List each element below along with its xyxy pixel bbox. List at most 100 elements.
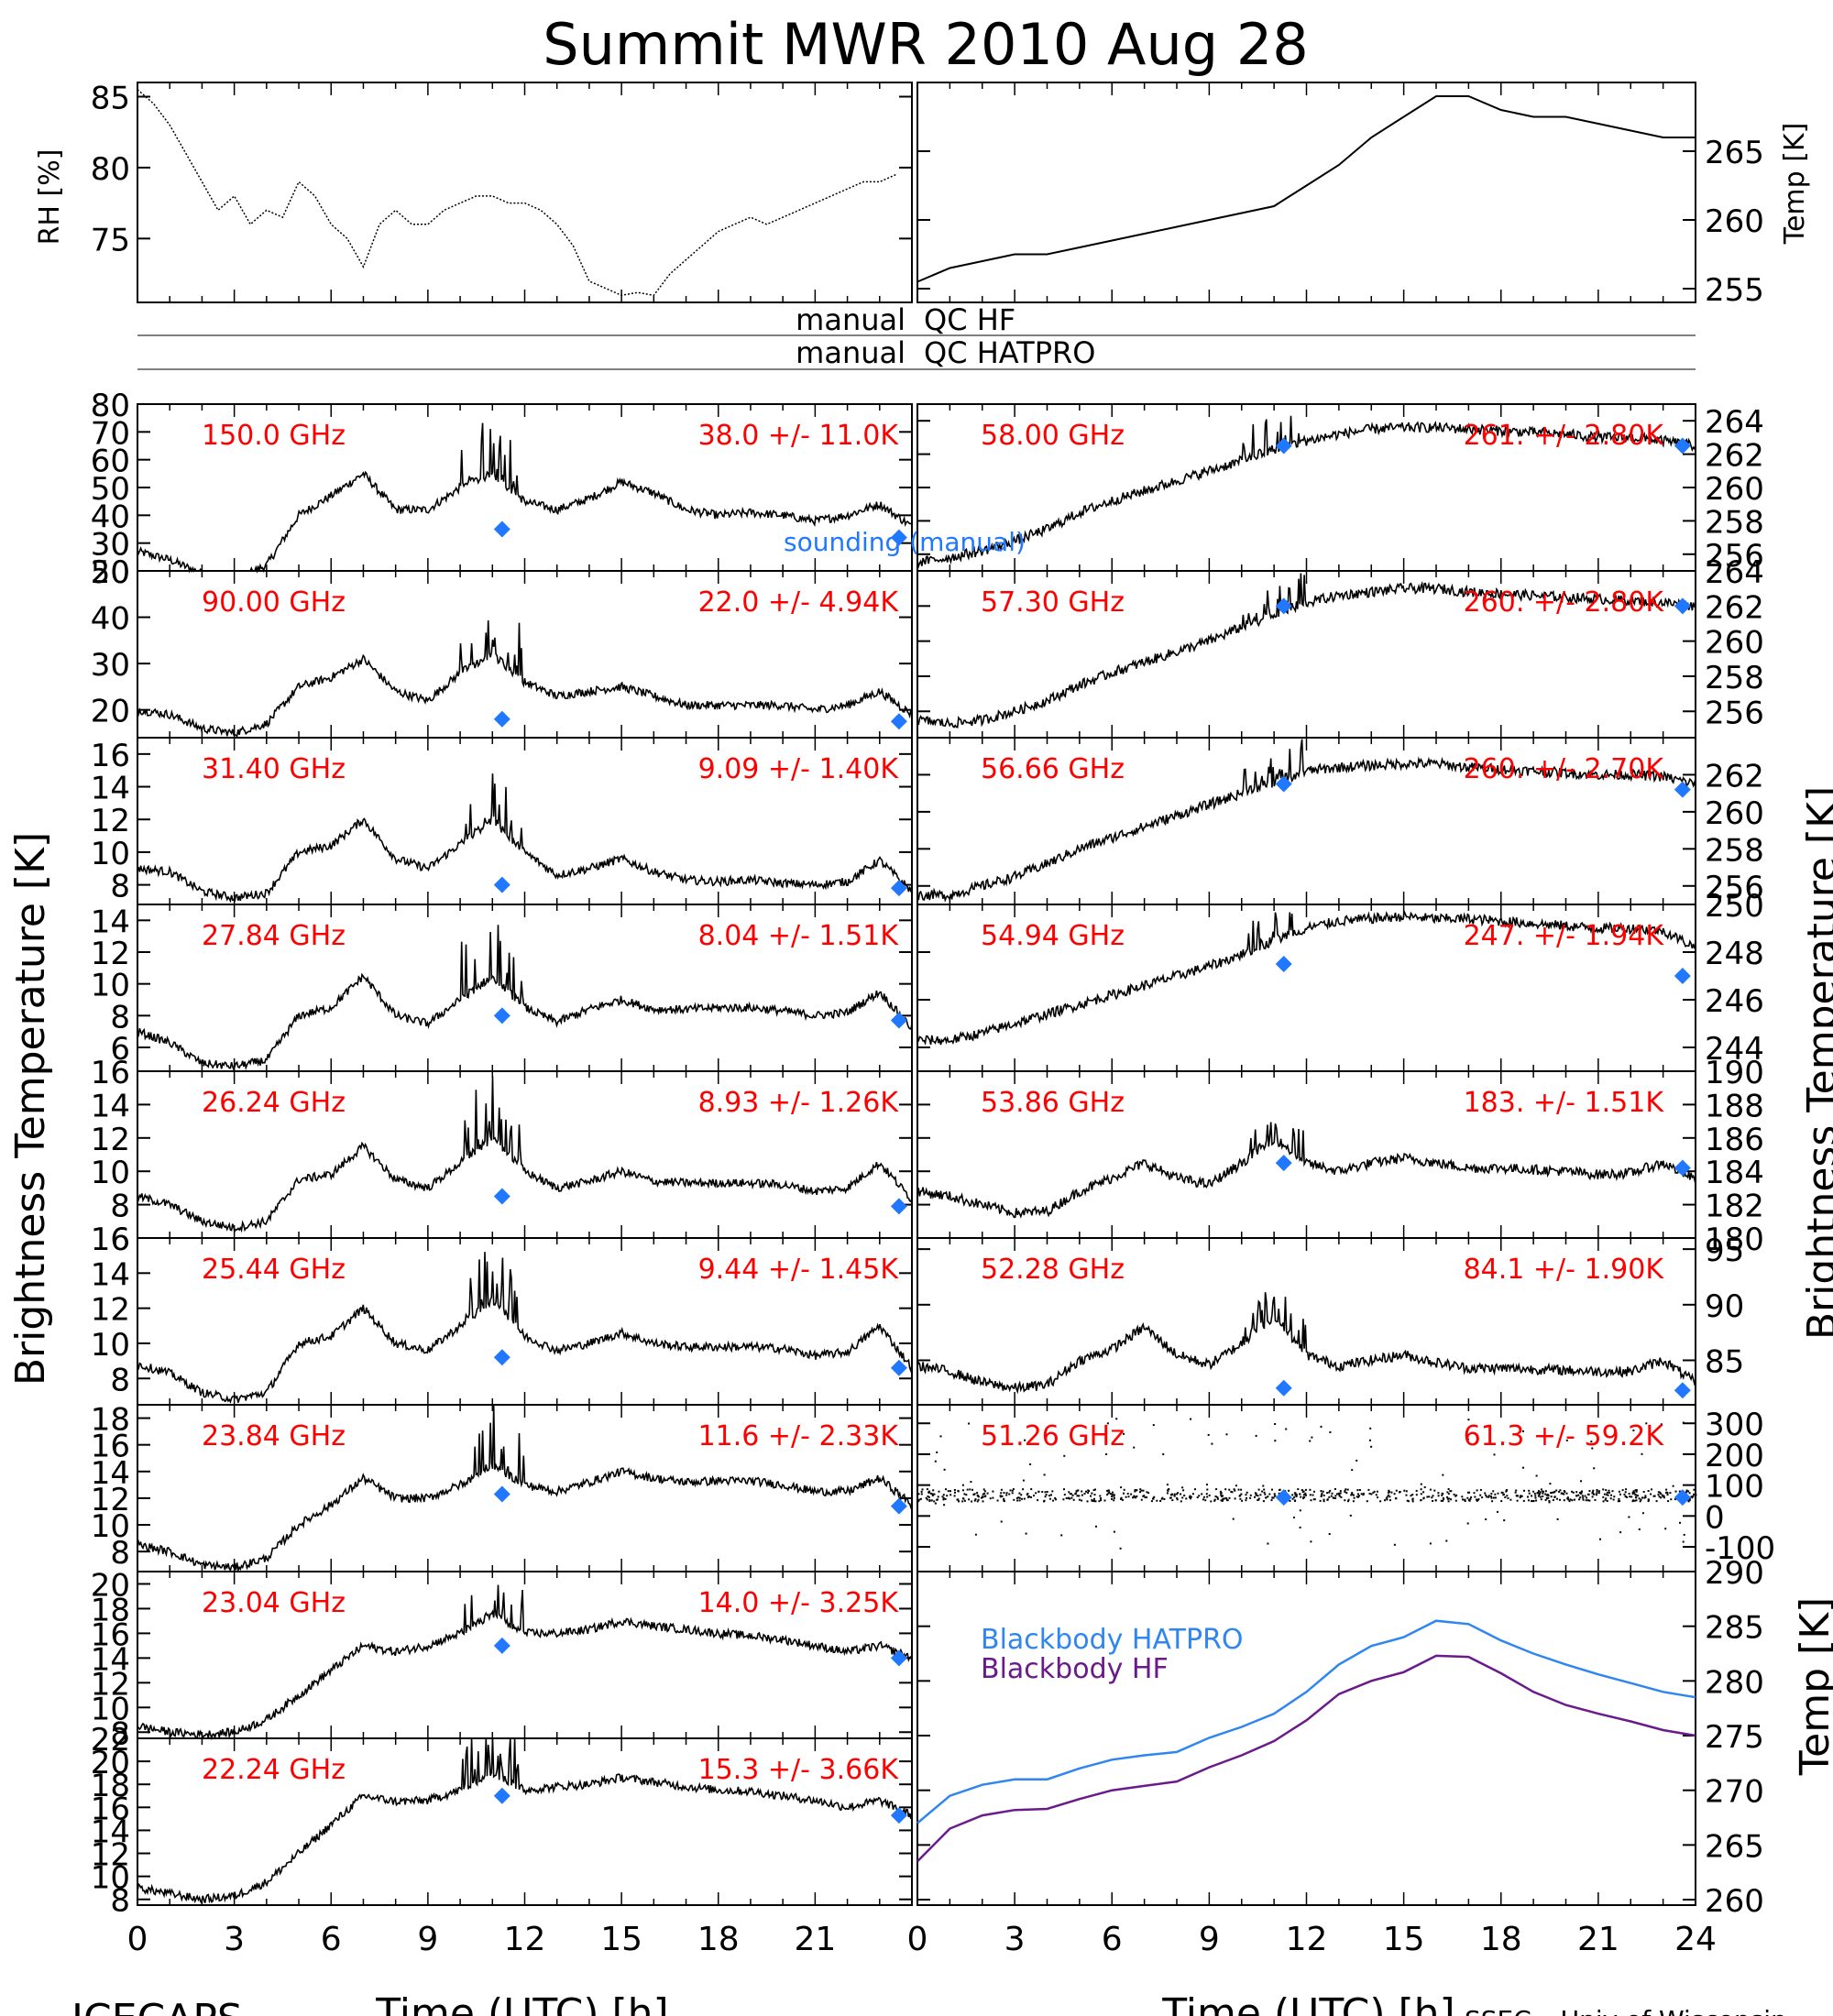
data-point (933, 1500, 936, 1503)
data-point (1606, 1500, 1608, 1502)
data-point (1592, 1489, 1595, 1492)
data-point (1484, 1492, 1487, 1495)
x-axis-label-left: Time (UTC) [h] (375, 1990, 668, 2016)
data-point (1553, 1491, 1555, 1494)
data-point (976, 1500, 979, 1503)
data-point (1678, 1490, 1681, 1493)
data-point (1446, 1491, 1449, 1494)
data-point (1611, 1490, 1614, 1493)
data-point (1347, 1500, 1349, 1503)
data-point (1450, 1498, 1452, 1501)
data-point (961, 1497, 964, 1500)
data-point (1647, 1490, 1650, 1492)
channel-frequency-label: 22.24 GHz (202, 1754, 346, 1786)
sounding-marker (1674, 1159, 1691, 1177)
data-point (1181, 1486, 1184, 1489)
data-point (973, 1499, 976, 1502)
data-point (1225, 1433, 1228, 1436)
blackbody-legend-label: Blackbody HATPRO (981, 1624, 1244, 1656)
x-tick-label: 15 (1383, 1921, 1425, 1958)
data-point (927, 1496, 929, 1497)
data-point (1535, 1474, 1538, 1477)
data-point (930, 1499, 933, 1502)
data-point (1586, 1499, 1589, 1502)
channel-frequency-label: 23.84 GHz (202, 1420, 346, 1452)
data-point (1305, 1494, 1307, 1496)
data-point (1612, 1498, 1615, 1501)
data-point (1180, 1493, 1182, 1496)
data-point (1571, 1499, 1574, 1502)
data-point (1548, 1501, 1551, 1504)
data-point (1691, 1496, 1694, 1499)
data-point (1634, 1493, 1637, 1496)
data-point (949, 1490, 951, 1493)
data-point (1030, 1488, 1033, 1491)
y-tick-label: 280 (1705, 1664, 1764, 1701)
data-point (1556, 1517, 1559, 1520)
data-point (1143, 1495, 1146, 1497)
data-point (1068, 1491, 1070, 1494)
data-point (1584, 1495, 1586, 1497)
data-point (1599, 1538, 1601, 1540)
data-point (926, 1498, 928, 1501)
channel-frequency-label: 57.30 GHz (981, 586, 1125, 619)
channel-frequency-label: 51.26 GHz (981, 1420, 1125, 1452)
data-point (1054, 1496, 1057, 1499)
data-point (1029, 1463, 1032, 1465)
data-point (1246, 1491, 1248, 1494)
data-point (1063, 1494, 1066, 1496)
data-point (1352, 1500, 1355, 1503)
y-tick-label: 258 (1705, 504, 1764, 541)
y-tick-label: 16 (91, 1222, 130, 1258)
data-point (982, 1496, 984, 1498)
data-point (1326, 1498, 1329, 1501)
data-point (1596, 1492, 1598, 1495)
data-point (1011, 1489, 1014, 1492)
data-point (1011, 1492, 1014, 1495)
data-point (1485, 1494, 1487, 1496)
channel-stats-label: 15.3 +/- 3.66K (698, 1754, 900, 1786)
data-point (1323, 1494, 1325, 1496)
data-point (1163, 1498, 1166, 1500)
data-point (1476, 1498, 1477, 1501)
data-point (1415, 1489, 1418, 1492)
data-point (1313, 1490, 1315, 1493)
data-point (1255, 1492, 1257, 1495)
data-point (1226, 1499, 1229, 1502)
data-point (1687, 1490, 1690, 1493)
data-point (1027, 1495, 1030, 1497)
data-point (1190, 1418, 1192, 1420)
rh-line (137, 89, 896, 297)
y-tick-label: 18 (91, 1768, 130, 1804)
data-point (1538, 1494, 1541, 1496)
data-point (1479, 1488, 1482, 1491)
data-point (1126, 1493, 1129, 1495)
data-point (1556, 1497, 1558, 1500)
data-point (986, 1492, 989, 1495)
data-point (1591, 1447, 1594, 1450)
data-point (1008, 1493, 1011, 1496)
data-point (953, 1489, 956, 1491)
data-point (1076, 1495, 1079, 1497)
data-point (1262, 1500, 1265, 1503)
data-point (1558, 1490, 1561, 1493)
data-point (1152, 1497, 1155, 1500)
data-point (1467, 1491, 1469, 1494)
data-point (1202, 1496, 1205, 1498)
data-trace (916, 1292, 1696, 1395)
data-point (1320, 1425, 1323, 1428)
data-point (1173, 1493, 1176, 1496)
data-point (1345, 1492, 1348, 1495)
data-point (943, 1504, 946, 1507)
y-tick-label: 260 (1705, 1883, 1764, 1920)
data-point (1173, 1495, 1176, 1497)
data-point (1533, 1492, 1536, 1495)
y-tick-label: 40 (91, 601, 130, 638)
sounding-marker (493, 710, 510, 728)
data-point (1618, 1497, 1620, 1500)
data-point (1535, 1499, 1538, 1502)
footer-right: SSEC – Univ of Wisconsin (1465, 2005, 1787, 2016)
data-point (1291, 1494, 1294, 1496)
data-point (1130, 1493, 1133, 1496)
data-point (1446, 1496, 1449, 1498)
